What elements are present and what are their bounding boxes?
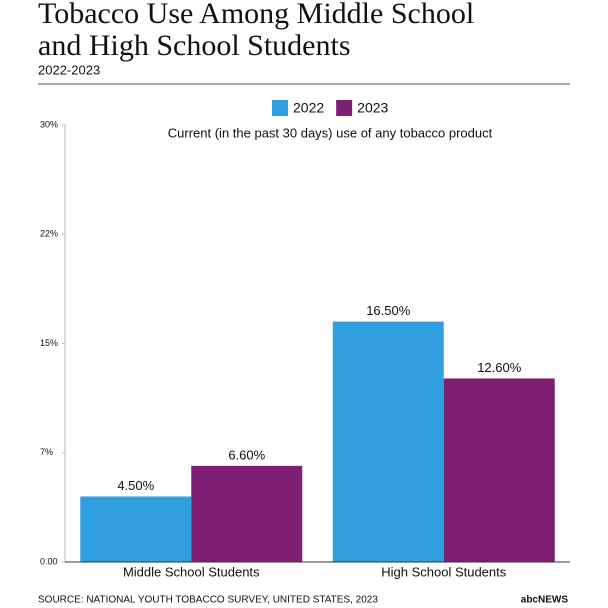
value-label: 4.50% [117,478,154,493]
legend-label: 2023 [357,100,388,116]
source: SOURCE: NATIONAL YOUTH TOBACCO SURVEY, U… [38,595,378,606]
value-label: 12.60% [477,360,522,375]
chart-title: Tobacco Use Among Middle School and High … [38,0,474,62]
annotation: Current (in the past 30 days) use of any… [168,125,493,140]
y-tick-label: 0.00 [40,556,58,566]
x-tick-label: Middle School Students [123,564,260,579]
chart-subtitle: 2022-2023 [38,62,100,77]
y-tick-label: 7% [40,447,53,457]
legend-swatch [272,100,288,116]
value-label: 6.60% [228,447,265,462]
y-tick-label: 22% [40,229,58,239]
bar [191,465,303,562]
logo: abcNEWS [521,595,569,606]
bar [443,378,555,562]
y-tick-label: 30% [40,119,58,129]
bar [80,496,192,562]
y-tick-label: 15% [40,338,58,348]
x-tick-label: High School Students [381,564,507,579]
legend-swatch [336,100,353,116]
value-label: 16.50% [366,303,411,318]
bar [332,321,444,562]
legend-label: 2022 [293,100,324,116]
